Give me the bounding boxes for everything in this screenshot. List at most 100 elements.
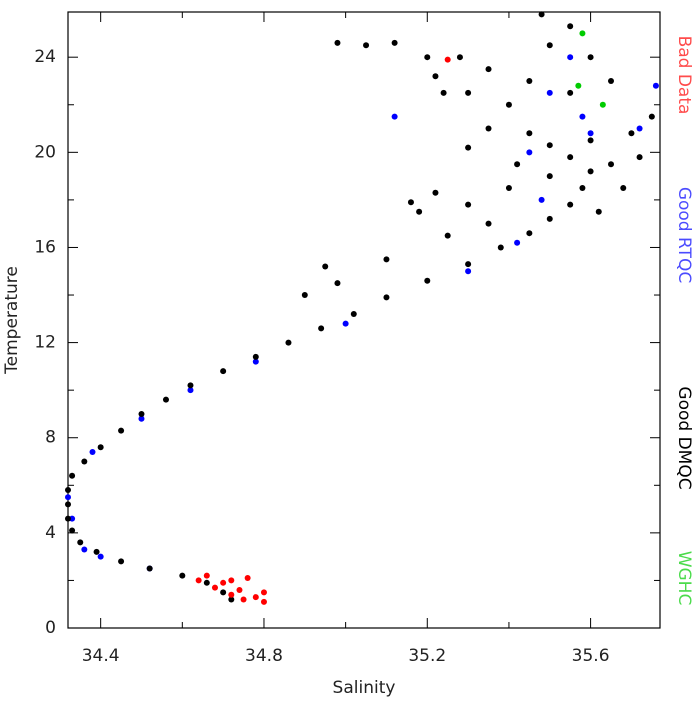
point (567, 23, 574, 30)
point (391, 39, 398, 46)
point (383, 294, 390, 301)
point (636, 125, 643, 132)
point (579, 185, 586, 191)
point (587, 137, 594, 144)
point (244, 575, 251, 582)
point (432, 189, 439, 196)
point (179, 572, 186, 579)
point (599, 101, 606, 108)
y-tick-label: 20 (34, 142, 56, 162)
point (497, 244, 504, 251)
point (465, 261, 472, 268)
point (567, 154, 574, 161)
legend-label: Good DMQC (674, 386, 694, 489)
point (195, 577, 202, 584)
point (65, 515, 71, 522)
point (440, 89, 447, 96)
y-tick-label: 24 (34, 47, 56, 67)
point (567, 201, 574, 208)
legend-label: Good RTQC (674, 187, 694, 283)
point (595, 208, 602, 215)
point (118, 427, 125, 434)
point (138, 415, 145, 422)
point (318, 325, 325, 332)
point (546, 89, 553, 96)
point (285, 339, 292, 346)
point (514, 239, 521, 246)
point (228, 591, 235, 598)
point (416, 208, 423, 215)
x-tick-label: 34.4 (82, 646, 120, 666)
point (575, 82, 582, 89)
point (579, 30, 586, 37)
point (162, 396, 169, 403)
point (538, 11, 545, 18)
point (65, 487, 71, 494)
point (465, 201, 472, 208)
point (628, 130, 635, 137)
legend-label: Bad Data (674, 36, 694, 115)
point (334, 280, 341, 287)
point (546, 42, 553, 49)
point (546, 142, 553, 149)
point (203, 579, 210, 586)
point (77, 539, 84, 546)
y-tick-label: 8 (45, 428, 56, 448)
point (350, 311, 357, 318)
point (89, 449, 96, 455)
x-tick-label: 35.2 (408, 646, 446, 666)
point (465, 144, 472, 151)
point (620, 185, 627, 191)
point (526, 230, 533, 237)
legend-label: WGHC (674, 551, 694, 606)
point (567, 54, 574, 61)
y-tick-label: 12 (34, 333, 56, 353)
y-tick-label: 4 (45, 523, 56, 543)
point (220, 368, 227, 375)
point (514, 161, 521, 168)
point (138, 410, 145, 417)
point (526, 77, 533, 84)
point (636, 154, 643, 161)
y-tick-label: 16 (34, 237, 56, 257)
point (363, 42, 370, 49)
point (546, 173, 553, 180)
point (608, 77, 615, 84)
point (187, 382, 194, 389)
x-tick-label: 35.6 (572, 646, 610, 666)
point (220, 589, 227, 596)
point (587, 54, 594, 61)
point (526, 149, 533, 156)
point (485, 125, 492, 132)
point (465, 268, 472, 275)
point (608, 161, 615, 168)
point (456, 54, 463, 61)
point (391, 113, 398, 120)
point (252, 353, 259, 360)
point (260, 589, 267, 596)
point (444, 56, 451, 63)
point (505, 101, 512, 108)
point (220, 579, 227, 586)
point (93, 548, 100, 555)
point (424, 54, 431, 61)
point (65, 501, 71, 508)
point (81, 458, 88, 465)
point (546, 215, 553, 222)
point (383, 256, 390, 263)
point (203, 572, 210, 579)
point (579, 113, 586, 120)
point (240, 596, 247, 603)
point (526, 130, 533, 137)
point (146, 565, 153, 572)
point (407, 199, 414, 206)
y-axis-label: Temperature (2, 266, 22, 375)
point (97, 553, 104, 560)
point (505, 185, 512, 191)
point (69, 527, 76, 534)
point (567, 89, 574, 96)
y-tick-label: 0 (45, 618, 56, 638)
point (211, 584, 218, 591)
point (652, 82, 659, 89)
